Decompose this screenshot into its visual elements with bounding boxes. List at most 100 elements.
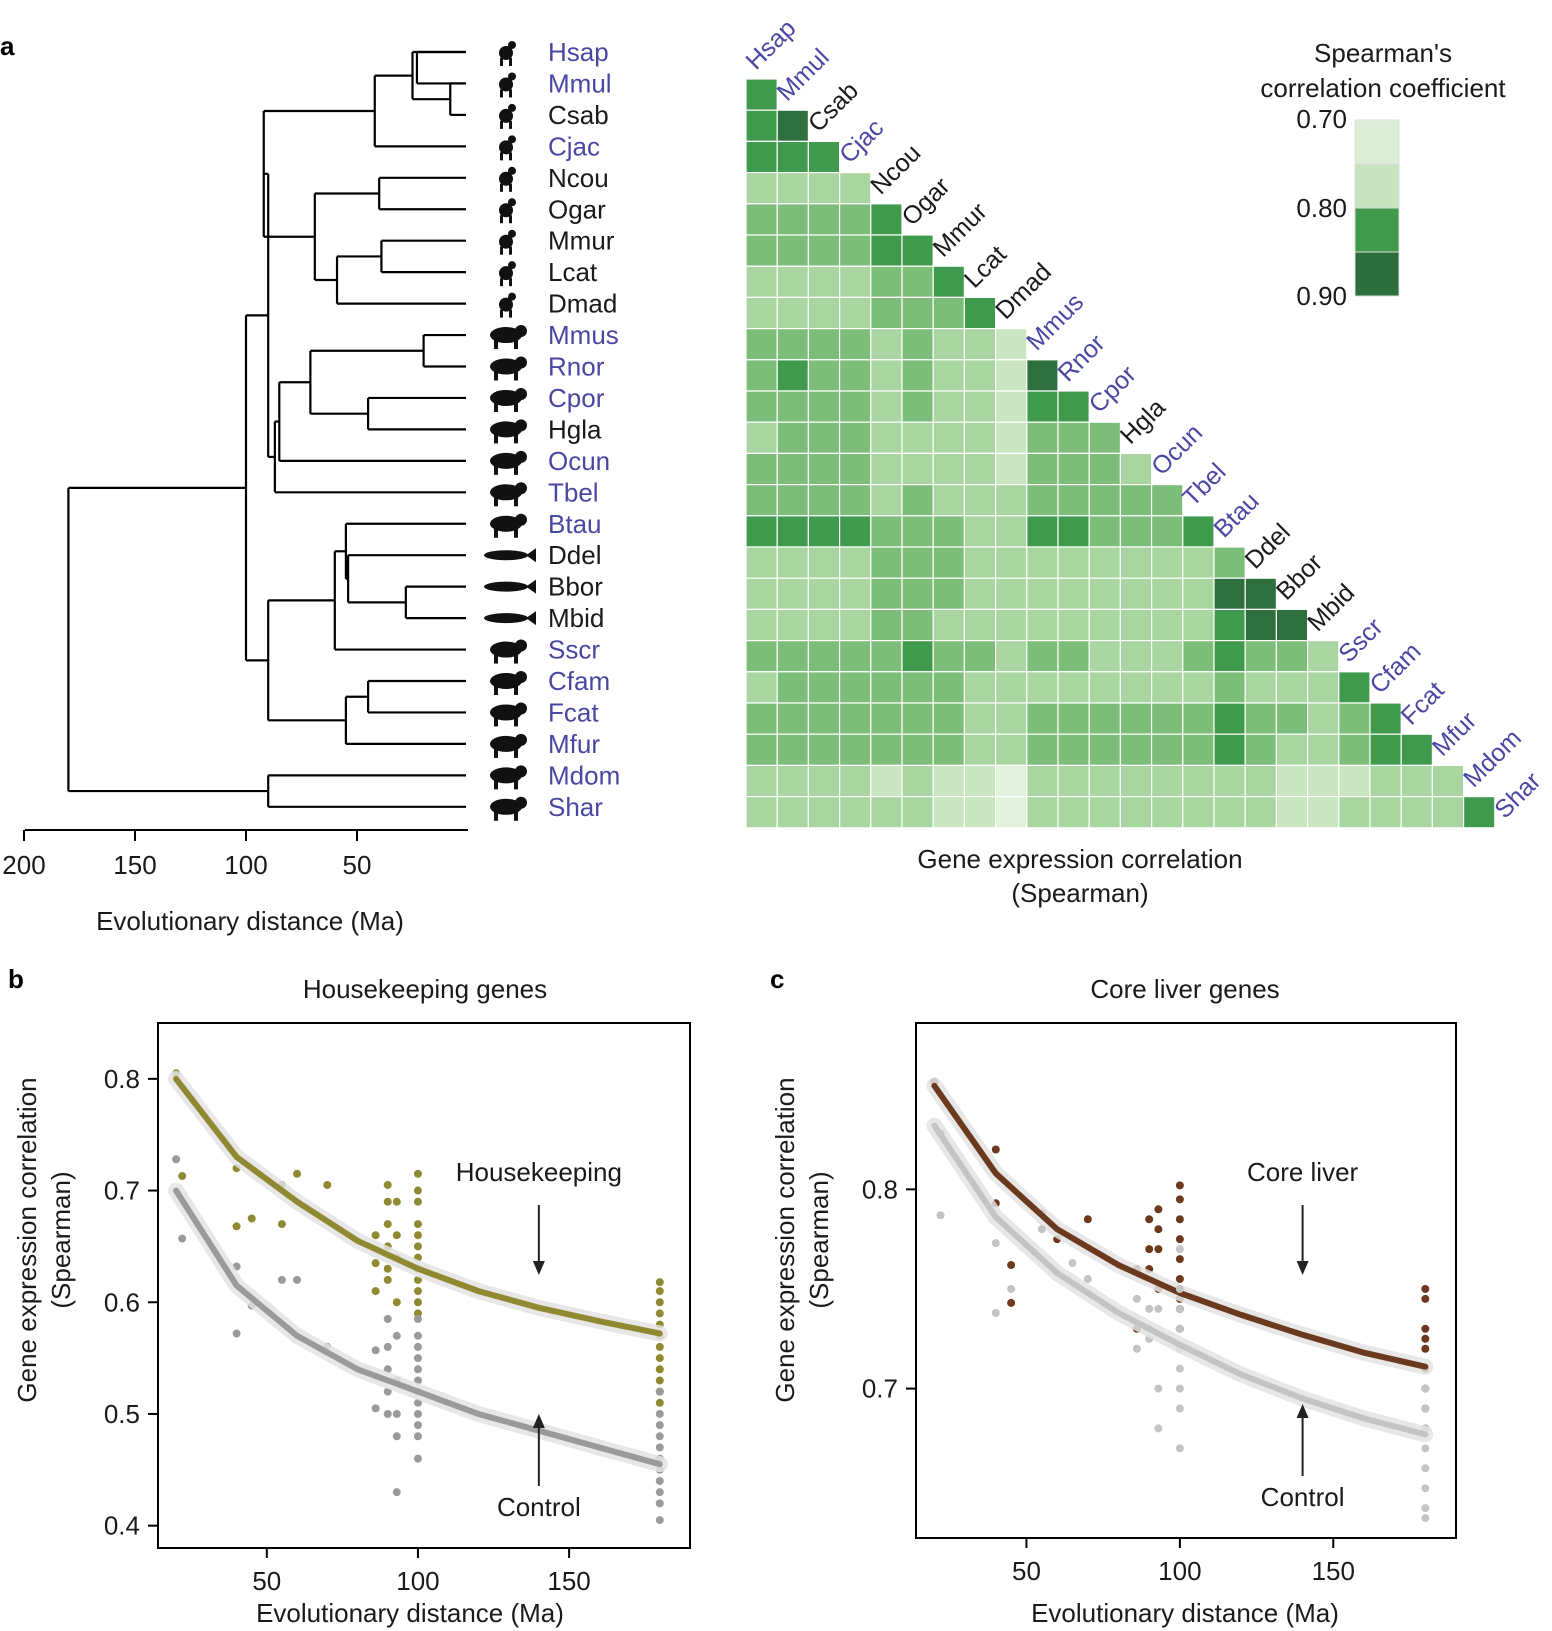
heatmap-cell	[1150, 702, 1184, 735]
heatmap-cell	[1338, 671, 1371, 704]
pig-silhouette-icon	[490, 639, 527, 664]
heatmap-diagonal-label: Tbel	[1177, 458, 1231, 512]
heatmap-cell	[1182, 733, 1215, 767]
data-point	[1037, 1225, 1046, 1234]
data-point	[1175, 1364, 1184, 1373]
heatmap-cell	[932, 795, 966, 829]
silhouette-body	[499, 171, 513, 186]
data-point	[413, 1432, 422, 1441]
data-point	[371, 1287, 380, 1296]
heatmap-cell	[838, 452, 872, 486]
species-label: Hsap	[548, 37, 609, 67]
heatmap-cell	[838, 546, 872, 579]
heatmap-cell	[776, 484, 810, 517]
species-label: Mdom	[548, 760, 620, 790]
heatmap-cell	[963, 359, 997, 392]
data-point	[1083, 1275, 1092, 1284]
silhouette-body	[484, 581, 528, 592]
data-point	[1175, 1444, 1184, 1453]
silhouette-body	[490, 389, 522, 406]
heatmap-cell	[1244, 639, 1277, 673]
x-tick-label: 150	[1312, 1556, 1355, 1586]
heatmap-cell	[807, 359, 841, 392]
heatmap-cell	[776, 328, 810, 361]
heatmap-cell	[807, 515, 841, 548]
heatmap-cell	[1306, 733, 1340, 767]
data-point	[655, 1499, 664, 1508]
species-label: Ddel	[548, 540, 601, 570]
data-point	[991, 1239, 1000, 1248]
silhouette-leg	[514, 748, 518, 758]
heatmap-cell	[1057, 484, 1090, 517]
heatmap-cell	[776, 639, 810, 673]
core-liver-scatter-chart: 50 100 150 0.7 0.8 Core liver Control	[862, 1022, 1457, 1586]
heatmap-cell	[1369, 795, 1402, 829]
data-point	[383, 1180, 392, 1189]
heatmap-cell	[1057, 639, 1090, 673]
annotation-arrow-head	[532, 1261, 545, 1275]
heatmap-cell	[1400, 733, 1433, 767]
heatmap-cell	[870, 328, 903, 361]
heatmap-cell	[1088, 795, 1121, 829]
heatmap-cell	[994, 452, 1028, 486]
heatmap-cell	[1026, 764, 1059, 798]
data-point	[655, 1476, 664, 1485]
heatmap-cell	[963, 546, 997, 579]
heatmap-cell	[807, 296, 841, 330]
data-point	[413, 1354, 422, 1363]
heatmap-cell	[838, 203, 872, 236]
housekeeping-y-axis-title: Gene expression correlation	[12, 1077, 42, 1402]
data-point	[1175, 1384, 1184, 1393]
heatmap-cell	[745, 515, 778, 548]
species-label: Lcat	[548, 257, 598, 287]
species-label: Mmus	[548, 320, 619, 350]
silhouette-leg	[500, 152, 503, 161]
data-point	[655, 1309, 664, 1318]
heatmap-cell	[807, 608, 841, 642]
data-point	[172, 1155, 181, 1164]
data-point	[178, 1234, 187, 1243]
heatmap-cell	[994, 608, 1028, 642]
heatmap-cell	[1057, 764, 1090, 798]
heatmap-cell	[901, 359, 934, 392]
silhouette-head	[508, 135, 516, 144]
heatmap-cell	[932, 671, 966, 704]
heatmap-cell	[745, 702, 778, 735]
heatmap-cell	[994, 577, 1028, 611]
silhouette-leg	[494, 686, 498, 695]
heatmap-cell	[807, 234, 841, 267]
heatmap-cell	[1119, 702, 1153, 735]
silhouette-body	[490, 798, 522, 815]
data-point	[655, 1298, 664, 1307]
heatmap-cell	[1306, 702, 1340, 735]
data-point	[1421, 1514, 1430, 1523]
heatmap-cell	[1119, 733, 1153, 767]
heatmap-cell	[901, 608, 934, 642]
data-point	[1154, 1384, 1163, 1393]
heatmap-cell	[932, 764, 966, 798]
heatmap-cell	[776, 172, 810, 205]
heatmap-cell	[932, 577, 966, 611]
data-point	[1421, 1334, 1430, 1343]
heatmap-cell	[870, 546, 903, 579]
data-point	[392, 1409, 401, 1418]
heatmap-cell	[870, 203, 903, 236]
heatmap-cell	[870, 296, 903, 330]
heatmap-cell	[1150, 795, 1184, 829]
silhouette-leg	[514, 465, 518, 475]
core-liver-y-axis-title: Gene expression correlation	[770, 1077, 800, 1402]
heatmap-cell	[1244, 764, 1277, 798]
data-point	[277, 1275, 286, 1284]
data-point	[383, 1197, 392, 1206]
heatmap-cell	[838, 484, 872, 517]
heatmap-cell	[838, 702, 872, 735]
heatmap-cell	[745, 671, 778, 704]
heatmap-cell	[776, 577, 810, 611]
heatmap-cell	[901, 452, 934, 486]
silhouette-leg	[494, 465, 498, 475]
data-point	[293, 1169, 302, 1178]
housekeeping-x-axis-title: Evolutionary distance (Ma)	[256, 1598, 564, 1628]
data-point	[383, 1409, 392, 1418]
data-point	[655, 1488, 664, 1497]
heatmap-cell	[807, 484, 841, 517]
